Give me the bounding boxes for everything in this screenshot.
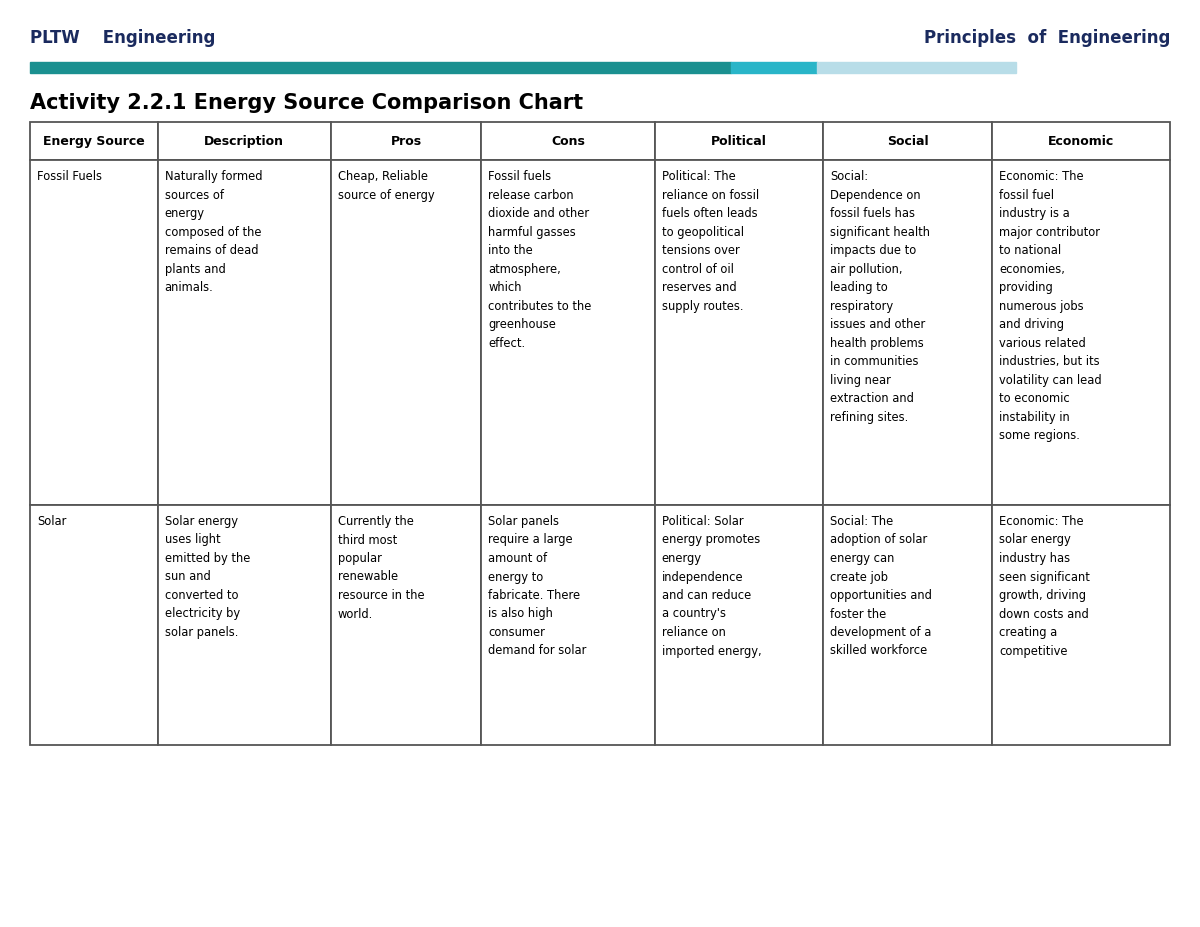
Bar: [655, 505, 823, 745]
Bar: [655, 160, 823, 505]
Bar: [731, 62, 817, 73]
Text: Solar: Solar: [37, 515, 66, 528]
Bar: [30, 62, 731, 73]
Bar: [157, 160, 331, 505]
Bar: [992, 122, 1170, 160]
Text: Fossil Fuels: Fossil Fuels: [37, 170, 102, 183]
Text: Activity 2.2.1 Energy Source Comparison Chart: Activity 2.2.1 Energy Source Comparison …: [30, 93, 583, 113]
Text: Cheap, Reliable
source of energy: Cheap, Reliable source of energy: [338, 170, 434, 201]
Bar: [823, 122, 992, 160]
Bar: [30, 160, 157, 505]
Text: Economic: The
solar energy
industry has
seen significant
growth, driving
down co: Economic: The solar energy industry has …: [1000, 515, 1090, 657]
Text: Economic: The
fossil fuel
industry is a
major contributor
to national
economies,: Economic: The fossil fuel industry is a …: [1000, 170, 1102, 442]
Text: Energy Source: Energy Source: [43, 134, 145, 147]
Text: Pros: Pros: [391, 134, 421, 147]
Bar: [331, 160, 481, 505]
Text: Naturally formed
sources of
energy
composed of the
remains of dead
plants and
an: Naturally formed sources of energy compo…: [164, 170, 262, 294]
Bar: [823, 160, 992, 505]
Bar: [157, 122, 331, 160]
Text: Social:
Dependence on
fossil fuels has
significant health
impacts due to
air pol: Social: Dependence on fossil fuels has s…: [830, 170, 930, 424]
Bar: [331, 505, 481, 745]
Text: PLTW    Engineering: PLTW Engineering: [30, 29, 215, 47]
Bar: [992, 160, 1170, 505]
Text: Solar panels
require a large
amount of
energy to
fabricate. There
is also high
c: Solar panels require a large amount of e…: [488, 515, 587, 657]
Text: Currently the
third most
popular
renewable
resource in the
world.: Currently the third most popular renewab…: [338, 515, 425, 620]
Text: Description: Description: [204, 134, 284, 147]
Bar: [823, 505, 992, 745]
Bar: [655, 122, 823, 160]
Text: Social: The
adoption of solar
energy can
create job
opportunities and
foster the: Social: The adoption of solar energy can…: [830, 515, 932, 657]
Bar: [30, 122, 157, 160]
Text: Fossil fuels
release carbon
dioxide and other
harmful gasses
into the
atmosphere: Fossil fuels release carbon dioxide and …: [488, 170, 592, 349]
Text: Political: Solar
energy promotes
energy
independence
and can reduce
a country's
: Political: Solar energy promotes energy …: [661, 515, 761, 657]
Bar: [481, 160, 655, 505]
Bar: [30, 505, 157, 745]
Bar: [481, 122, 655, 160]
Bar: [331, 122, 481, 160]
Bar: [992, 505, 1170, 745]
Bar: [817, 62, 1016, 73]
Bar: [157, 505, 331, 745]
Text: Economic: Economic: [1048, 134, 1115, 147]
Text: Cons: Cons: [551, 134, 586, 147]
Text: Social: Social: [887, 134, 929, 147]
Text: Principles  of  Engineering: Principles of Engineering: [924, 29, 1170, 47]
Text: Solar energy
uses light
emitted by the
sun and
converted to
electricity by
solar: Solar energy uses light emitted by the s…: [164, 515, 250, 639]
Text: Political: The
reliance on fossil
fuels often leads
to geopolitical
tensions ove: Political: The reliance on fossil fuels …: [661, 170, 758, 312]
Text: Political: Political: [712, 134, 767, 147]
Bar: [481, 505, 655, 745]
